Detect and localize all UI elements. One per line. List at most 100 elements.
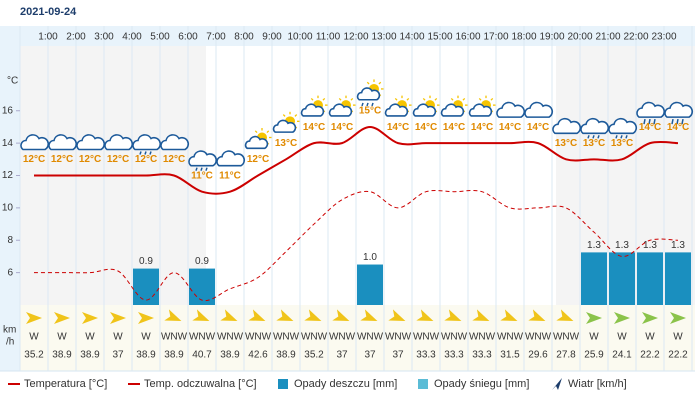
drop [643,118,646,125]
weather-icon [356,79,384,107]
sun-ray [338,97,342,101]
cloud [104,134,134,151]
drop [587,135,590,139]
wind-speed: 38.9 [52,350,72,361]
weather-icon [20,134,50,151]
wind-direction: W [673,332,683,343]
sun-ray [282,114,286,117]
temperature-label: 14°C [667,122,689,133]
drop [625,135,628,139]
wind-direction: W [29,332,39,343]
wind-direction: WNW [189,332,216,343]
temperature-label: 12°C [79,154,101,165]
y-tick-label: 12 [2,170,14,181]
wind-speed: 38.9 [136,350,156,361]
wind-arrow [26,312,42,324]
sun-ray [406,97,410,101]
x-tick-label: 13:00 [371,32,396,43]
wind-arrow [220,309,238,322]
temperature-line [33,125,679,195]
rain-bar [665,252,691,305]
weather-icon [216,150,246,167]
sun-ray [378,81,382,85]
rain-label: 1.3 [615,240,629,251]
temperature-label: 12°C [107,154,129,165]
date: 2021-09-24 [20,6,77,18]
wind-arrow [164,309,182,322]
x-tick-label: 17:00 [483,32,508,43]
cloud [468,103,493,117]
legend-label: Temp. odczuwalna [°C] [144,378,257,390]
y-tick-label: 16 [2,105,14,116]
wind-speed: 38.9 [220,350,240,361]
weather-icon [608,117,638,139]
x-tick-label: 22:00 [623,32,648,43]
drop [149,151,152,155]
wind-arrow [248,309,266,322]
wind-arrow [670,312,686,324]
cloud [244,135,269,150]
wind-arrow [556,309,574,322]
weather-icon [496,101,526,118]
wind-direction: W [589,332,599,343]
feels-like-line [33,190,679,302]
wind-speed: 38.9 [276,350,296,361]
temperature-label: 11°C [219,170,241,181]
wind-speed: 33.3 [444,350,464,361]
y-tick-label: 14 [2,138,14,149]
legend-swatch [552,378,562,390]
x-tick-label: 3:00 [94,32,114,43]
wind-arrow [444,309,462,322]
wind-arrow [388,309,406,322]
wind-arrow [276,309,294,322]
x-tick-label: 11:00 [316,32,341,43]
wind-speed: 27.8 [556,350,576,361]
weather-icon [524,101,554,118]
wind-speed: 38.9 [80,350,100,361]
sun-ray [490,97,494,101]
drop [144,151,147,155]
wind-arrow [54,312,70,324]
sun-ray [434,97,438,101]
drop [200,167,203,171]
wind-speed: 25.9 [584,350,604,361]
cloud [552,117,582,135]
x-tick-label: 7:00 [206,32,226,43]
cloud [580,117,610,135]
weather-icon [132,134,162,155]
x-tick-label: 4:00 [122,32,142,43]
weather-icon [244,128,272,150]
weather-icon [552,117,582,135]
drop [366,102,369,107]
wind-direction: WNW [245,332,272,343]
wind-direction: WNW [525,332,552,343]
wind-direction: WNW [357,332,384,343]
cloud [300,103,325,117]
x-tick-label: 1:00 [38,32,58,43]
sun-ray [254,130,258,134]
legend-label: Opady śniegu [mm] [434,378,529,390]
legend: Temperatura [°C] Temp. odczuwalna [°C] Opa… [8,378,627,390]
cloud [328,103,353,117]
rain-bar [189,268,215,305]
weather-icon [272,111,300,133]
weather-icon [188,150,218,171]
x-tick-label: 19:00 [539,32,564,43]
wind-speed: 24.1 [612,350,632,361]
wind-direction: W [85,332,95,343]
x-tick-label: 18:00 [511,32,536,43]
wind-arrow [614,312,630,324]
temperature-label: 15°C [359,106,381,117]
cloud [20,134,50,151]
wind-direction: WNW [553,332,580,343]
cloud [384,103,409,117]
wind-arrow [304,309,322,322]
wind-arrow [416,309,434,322]
temperature-label: 13°C [555,138,577,149]
wind-speed: 42.6 [248,350,268,361]
temperature-label: 14°C [471,122,493,133]
legend-swatch [418,379,428,389]
wind-arrow [110,312,126,324]
drop [681,118,684,125]
cloud [216,150,246,167]
